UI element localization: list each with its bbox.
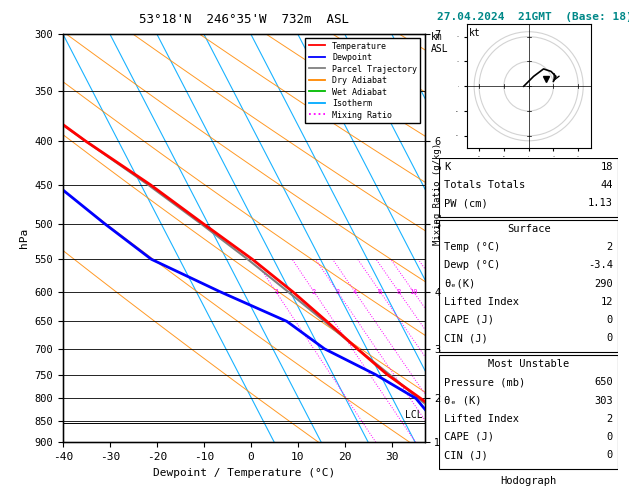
Text: 0: 0 bbox=[607, 333, 613, 343]
Text: 650: 650 bbox=[594, 378, 613, 387]
Text: 290: 290 bbox=[594, 278, 613, 289]
Text: kt: kt bbox=[469, 28, 481, 38]
Text: Mixing Ratio (g/kg): Mixing Ratio (g/kg) bbox=[433, 143, 442, 245]
Text: Surface: Surface bbox=[507, 224, 550, 234]
Text: Most Unstable: Most Unstable bbox=[488, 359, 569, 369]
Text: 1: 1 bbox=[274, 289, 278, 295]
Text: 2: 2 bbox=[607, 243, 613, 252]
Bar bbox=[439, 472, 618, 486]
Text: 1.13: 1.13 bbox=[588, 198, 613, 208]
Text: Totals Totals: Totals Totals bbox=[445, 180, 526, 190]
Text: Pressure (mb): Pressure (mb) bbox=[445, 378, 526, 387]
Text: CAPE (J): CAPE (J) bbox=[445, 315, 494, 325]
Text: Temp (°C): Temp (°C) bbox=[445, 243, 501, 252]
Text: ASL: ASL bbox=[431, 44, 448, 54]
Text: 18: 18 bbox=[601, 162, 613, 172]
Text: CIN (J): CIN (J) bbox=[445, 333, 488, 343]
Text: 27.04.2024  21GMT  (Base: 18): 27.04.2024 21GMT (Base: 18) bbox=[437, 12, 629, 22]
Text: Dewp (°C): Dewp (°C) bbox=[445, 260, 501, 270]
Text: 8: 8 bbox=[396, 289, 401, 295]
Text: 0: 0 bbox=[607, 432, 613, 442]
Text: Lifted Index: Lifted Index bbox=[445, 297, 520, 307]
Text: LCL: LCL bbox=[404, 410, 422, 420]
Y-axis label: hPa: hPa bbox=[19, 228, 29, 248]
Text: 303: 303 bbox=[594, 396, 613, 405]
Text: 53°18'N  246°35'W  732m  ASL: 53°18'N 246°35'W 732m ASL bbox=[139, 13, 348, 26]
Text: CIN (J): CIN (J) bbox=[445, 450, 488, 460]
Text: -3.4: -3.4 bbox=[588, 260, 613, 270]
Text: 0: 0 bbox=[607, 450, 613, 460]
Text: PW (cm): PW (cm) bbox=[445, 198, 488, 208]
Text: 44: 44 bbox=[601, 180, 613, 190]
Text: 10: 10 bbox=[409, 289, 418, 295]
Text: 12: 12 bbox=[601, 297, 613, 307]
Text: θₑ(K): θₑ(K) bbox=[445, 278, 476, 289]
Text: km: km bbox=[431, 32, 443, 42]
Text: 3: 3 bbox=[335, 289, 340, 295]
Text: 0: 0 bbox=[607, 315, 613, 325]
Text: Lifted Index: Lifted Index bbox=[445, 414, 520, 424]
Text: 4: 4 bbox=[353, 289, 357, 295]
Text: Hodograph: Hodograph bbox=[501, 476, 557, 486]
Legend: Temperature, Dewpoint, Parcel Trajectory, Dry Adiabat, Wet Adiabat, Isotherm, Mi: Temperature, Dewpoint, Parcel Trajectory… bbox=[306, 38, 420, 123]
Bar bbox=[439, 158, 618, 217]
X-axis label: Dewpoint / Temperature (°C): Dewpoint / Temperature (°C) bbox=[153, 468, 335, 478]
Text: θₑ (K): θₑ (K) bbox=[445, 396, 482, 405]
Bar bbox=[439, 220, 618, 352]
Text: 6: 6 bbox=[378, 289, 382, 295]
Text: CAPE (J): CAPE (J) bbox=[445, 432, 494, 442]
Bar bbox=[439, 355, 618, 469]
Text: 2: 2 bbox=[607, 414, 613, 424]
Text: K: K bbox=[445, 162, 450, 172]
Text: 2: 2 bbox=[312, 289, 316, 295]
